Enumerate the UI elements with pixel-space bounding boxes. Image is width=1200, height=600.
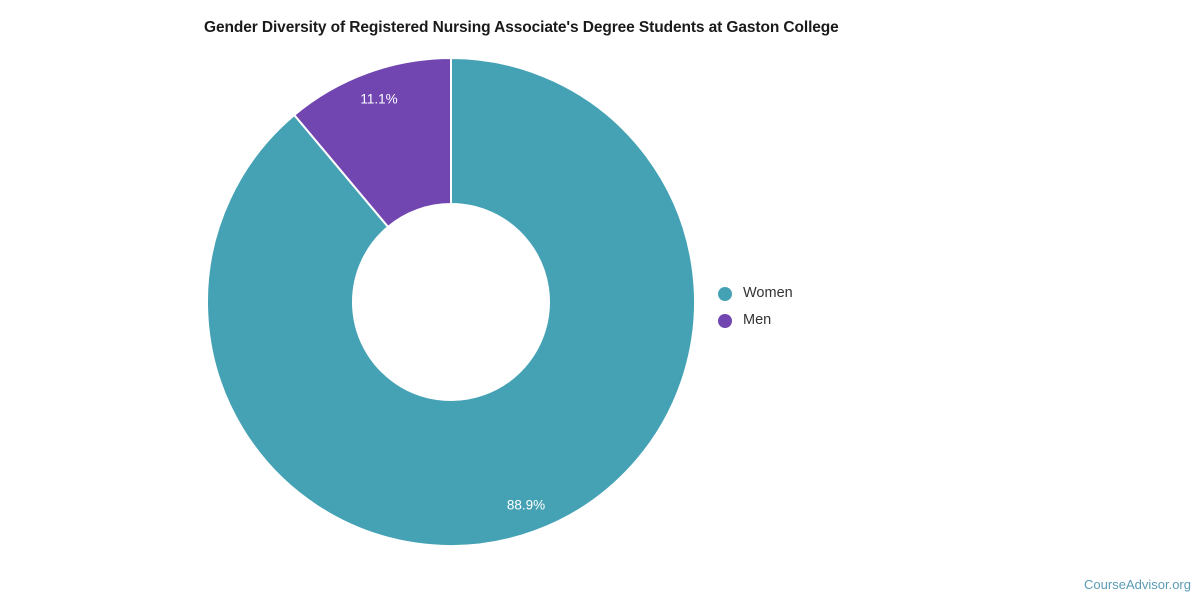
- legend-item-men[interactable]: Men: [718, 307, 888, 334]
- donut-slice-women[interactable]: [206, 56, 696, 547]
- slice-value-men: 11.1%: [360, 92, 397, 107]
- donut-chart: 88.9% 11.1%: [206, 56, 696, 547]
- slice-value-women: 88.9%: [507, 498, 545, 513]
- donut-slice-men[interactable]: [292, 56, 452, 229]
- donut-slice-labels: 88.9% 11.1%: [360, 92, 545, 513]
- legend-label-men: Men: [743, 312, 772, 329]
- chart-title: Gender Diversity of Registered Nursing A…: [204, 19, 839, 36]
- legend-label-women: Women: [743, 285, 793, 302]
- legend-swatch-men: [718, 313, 732, 328]
- chart-legend: Women Men: [718, 280, 888, 334]
- courseadvisor-watermark[interactable]: CourseAdvisor.org: [1084, 577, 1191, 592]
- donut-slices: [206, 56, 696, 547]
- donut-chart-svg: 88.9% 11.1%: [206, 56, 696, 547]
- legend-swatch-women: [718, 286, 732, 301]
- legend-item-women[interactable]: Women: [718, 280, 888, 307]
